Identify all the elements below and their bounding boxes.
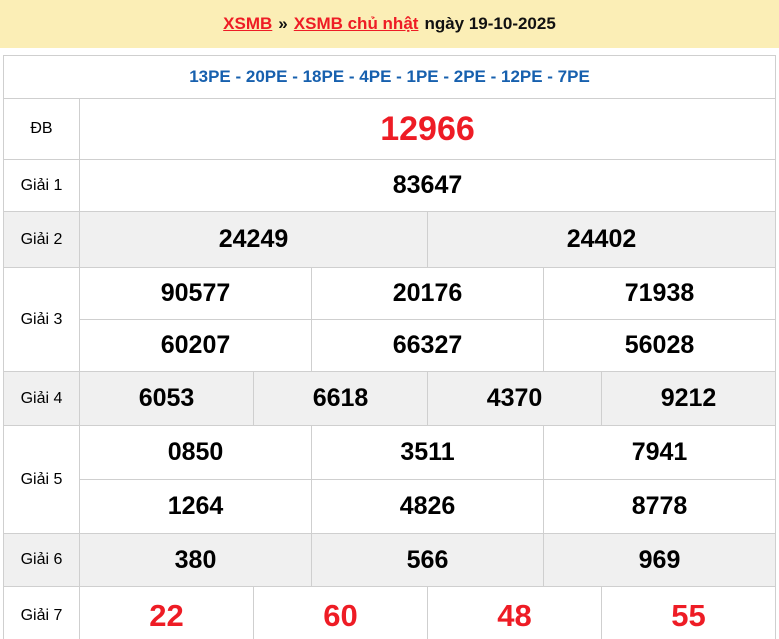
prize-2-value-1: 24249 [79,211,428,268]
prize-4-value-2: 6618 [253,371,428,426]
prize-6-value-2: 566 [311,533,544,587]
prize-4-value-1: 6053 [79,371,254,426]
xsmb-sunday-link[interactable]: XSMB chủ nhật [293,14,419,33]
prize-2-row: Giải 2 24249 24402 [3,211,777,268]
prize-6-label: Giải 6 [3,533,80,587]
prize-7-value-4: 55 [600,586,777,639]
prize-3-value-1: 90577 [79,267,312,320]
prize-5-label: Giải 5 [3,425,80,534]
prize-5-value-6: 8778 [542,479,777,534]
prize-1-label: Giải 1 [3,159,80,212]
prize-5-value-5: 4826 [311,479,544,534]
prize-3-row-1: Giải 3 90577 20176 71938 [3,267,777,372]
prize-3-value-6: 56028 [542,319,777,372]
prize-5-row-2: 1264 4826 8778 [4,479,777,534]
prize-7-label: Giải 7 [3,586,80,639]
prize-7-value-3: 48 [427,586,602,639]
prize-6-value-1: 380 [79,533,312,587]
prize-2-label: Giải 2 [3,211,80,268]
results-table: 13PE - 20PE - 18PE - 4PE - 1PE - 2PE - 1… [2,55,777,639]
prize-5-value-2: 3511 [311,425,544,480]
breadcrumb: XSMB » XSMB chủ nhật ngày 19-10-2025 [0,0,779,48]
pe-summary-row: 13PE - 20PE - 18PE - 4PE - 1PE - 2PE - 1… [2,55,777,99]
breadcrumb-separator: » [278,14,288,33]
prize-3-value-2: 20176 [311,267,544,320]
prize-1-value: 83647 [78,159,777,212]
prize-3-value-5: 66327 [311,319,544,372]
prize-2-value-2: 24402 [426,211,777,268]
prize-db-label: ĐB [3,98,80,160]
prize-db-row: ĐB 12966 [3,98,777,160]
prize-6-row: Giải 6 380 566 969 [3,533,777,587]
prize-4-value-4: 9212 [600,371,777,426]
prize-5-row-1: Giải 5 0850 3511 7941 [3,425,777,534]
pe-summary-text: 13PE - 20PE - 18PE - 4PE - 1PE - 2PE - 1… [2,55,777,99]
prize-7-row: Giải 7 22 60 48 55 [3,586,777,639]
prize-5-value-1: 0850 [79,425,312,480]
prize-7-value-2: 60 [253,586,428,639]
prize-3-label: Giải 3 [3,267,80,372]
prize-5-value-3: 7941 [542,425,777,480]
prize-db-value: 12966 [78,98,777,160]
xsmb-link[interactable]: XSMB [223,14,273,33]
prize-7-value-1: 22 [79,586,254,639]
prize-4-row: Giải 4 6053 6618 4370 9212 [3,371,777,426]
draw-date-text: ngày 19-10-2025 [424,14,556,33]
prize-4-value-3: 4370 [427,371,602,426]
prize-3-row-2: 60207 66327 56028 [4,319,777,372]
prize-6-value-3: 969 [542,533,777,587]
prize-3-value-3: 71938 [542,267,777,320]
prize-4-label: Giải 4 [3,371,80,426]
prize-1-row: Giải 1 83647 [3,159,777,212]
prize-3-value-4: 60207 [79,319,312,372]
prize-5-value-4: 1264 [79,479,312,534]
